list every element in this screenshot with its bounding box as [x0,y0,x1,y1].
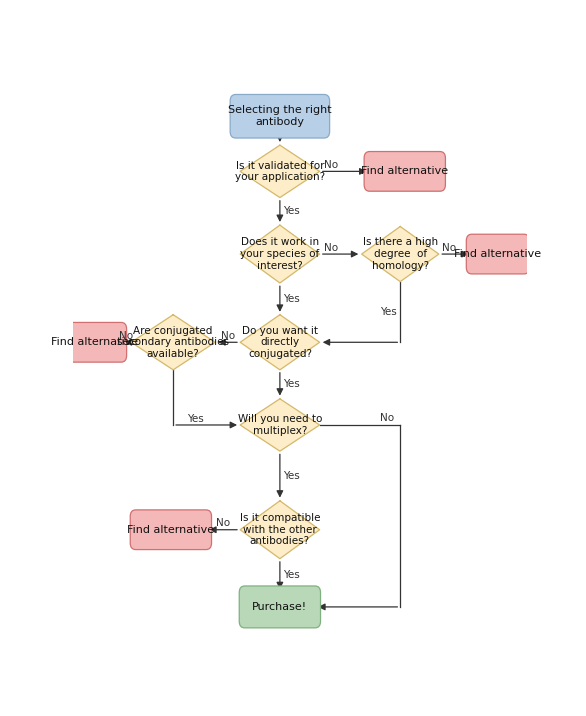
Polygon shape [240,225,319,283]
Text: No: No [216,518,230,528]
FancyBboxPatch shape [466,234,529,274]
Text: Yes: Yes [284,206,300,216]
Text: Yes: Yes [284,294,300,304]
Polygon shape [240,399,319,451]
Text: Yes: Yes [187,414,203,424]
Text: Yes: Yes [284,470,300,480]
Text: Find alternative: Find alternative [454,249,541,259]
Text: Does it work in
your species of
interest?: Does it work in your species of interest… [240,238,319,271]
Text: Is there a high
degree  of
homology?: Is there a high degree of homology? [363,238,438,271]
Text: No: No [120,331,134,341]
Text: Do you want it
directly
conjugated?: Do you want it directly conjugated? [242,326,318,359]
FancyBboxPatch shape [63,322,127,362]
Text: Is it validated for
your application?: Is it validated for your application? [235,160,325,182]
Text: Yes: Yes [284,379,300,390]
Polygon shape [240,500,319,558]
Text: Selecting the right
antibody: Selecting the right antibody [228,105,332,127]
Text: Find alternative: Find alternative [361,166,448,176]
Text: Yes: Yes [284,571,300,581]
Text: Will you need to
multiplex?: Will you need to multiplex? [238,414,322,436]
FancyBboxPatch shape [364,152,445,191]
Text: Find alternative: Find alternative [52,337,139,347]
Polygon shape [240,145,319,198]
Text: Purchase!: Purchase! [253,602,308,612]
Polygon shape [362,226,439,281]
Text: Is it compatible
with the other
antibodies?: Is it compatible with the other antibodi… [240,513,320,546]
Text: Yes: Yes [380,307,397,317]
Text: No: No [220,331,235,341]
Polygon shape [131,315,215,370]
Polygon shape [240,315,319,370]
Text: Find alternative: Find alternative [127,525,214,535]
Text: No: No [324,160,338,170]
FancyBboxPatch shape [239,586,321,628]
Text: No: No [324,243,338,253]
Text: No: No [442,243,456,253]
FancyBboxPatch shape [130,510,212,550]
Text: No: No [380,413,394,423]
Text: Are conjugated
secondary antibodies
available?: Are conjugated secondary antibodies avai… [117,326,229,359]
FancyBboxPatch shape [230,95,329,138]
